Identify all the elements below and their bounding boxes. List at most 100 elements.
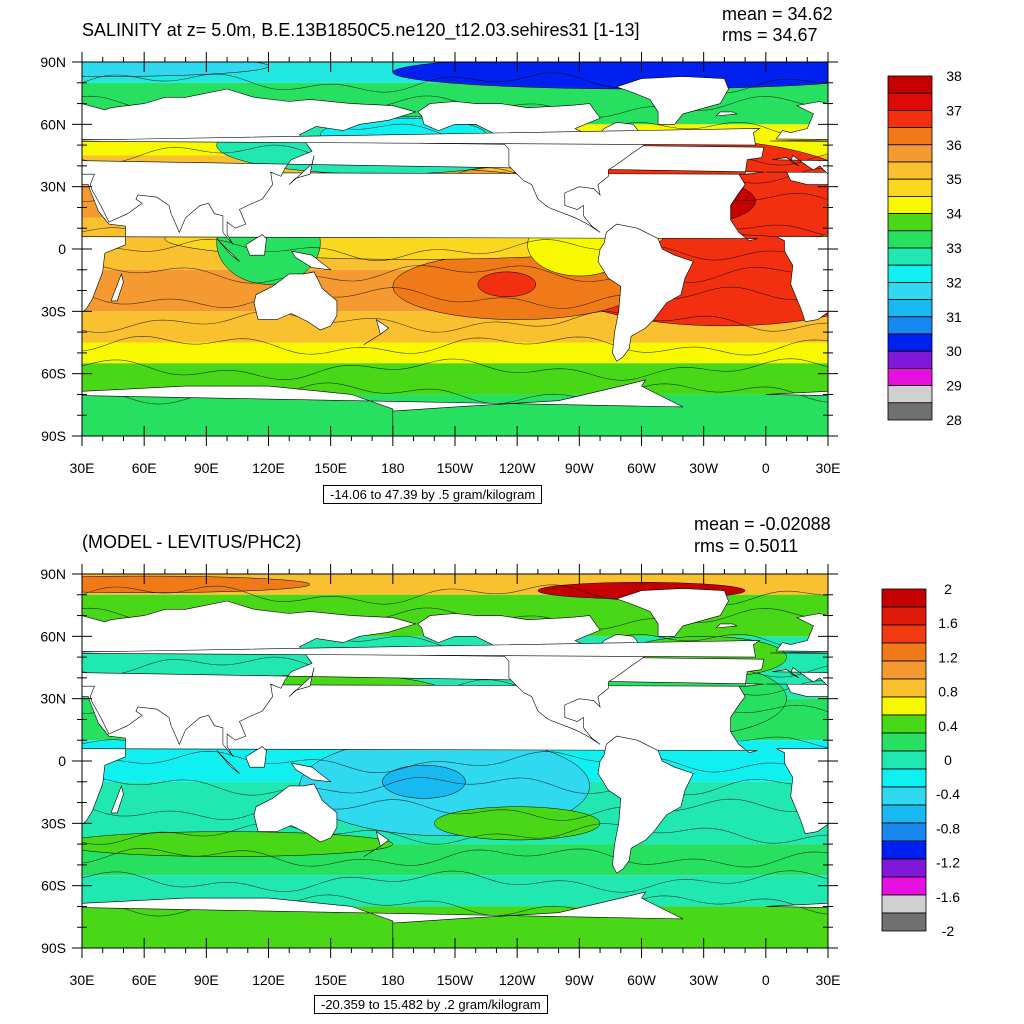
colorbar-label: 28	[946, 412, 962, 428]
land-mass	[765, 391, 828, 396]
land-mass	[245, 746, 267, 768]
colorbar-swatch	[887, 367, 933, 386]
longitude-label: 90E	[194, 972, 219, 988]
contour-range-label: -14.06 to 47.39 by .5 gram/kilogram	[323, 485, 543, 504]
longitude-label: 30E	[816, 460, 841, 476]
colorbar-swatch	[887, 299, 933, 318]
longitude-label: 0	[762, 972, 770, 988]
latitude-label: 60S	[41, 878, 66, 894]
contour-line	[82, 775, 828, 796]
contour-line	[82, 238, 828, 261]
colorbar-swatch	[887, 264, 933, 283]
colorbar-swatch	[887, 195, 933, 214]
colorbar: 38 37 36 35 34 33 32 31 30 29 28	[887, 68, 962, 428]
latitude-label: 30N	[40, 691, 66, 707]
land-mass	[597, 223, 694, 362]
colorbar-swatch	[887, 213, 933, 232]
land-mass	[82, 379, 684, 436]
land-mass	[290, 250, 332, 271]
latitude-label: 60N	[40, 628, 66, 644]
land-mass	[417, 613, 651, 745]
land-mass	[765, 903, 828, 908]
land-mass	[715, 111, 738, 117]
contour-feature	[382, 764, 466, 799]
contour-line	[82, 358, 828, 381]
colorbar-swatch	[881, 642, 927, 662]
colorbar-swatch	[887, 402, 933, 421]
land-mass	[82, 891, 684, 948]
colorbar: 2 1.6 1.2 0.8 0.4 0 -0.4 -0.8 -1.2 -1.6 -2	[881, 581, 960, 939]
colorbar-swatch	[881, 732, 927, 752]
land-mass	[769, 139, 828, 142]
colorbar-swatch	[881, 678, 927, 698]
colorbar-label: 1.2	[938, 649, 958, 665]
colorbar-swatch	[881, 696, 927, 716]
colorbar-label: -1.2	[936, 855, 960, 871]
colorbar-swatch	[887, 385, 933, 404]
land-mass	[288, 155, 315, 185]
colorbar-label: 30	[946, 343, 962, 359]
latitude-label: 90S	[41, 428, 66, 444]
ocean-field	[0, 574, 828, 948]
longitude-label: 150W	[437, 972, 474, 988]
contour-line	[82, 310, 828, 333]
colorbar-swatch	[881, 660, 927, 680]
colorbar-label: 36	[946, 137, 962, 153]
colorbar-label: 1.6	[938, 615, 958, 631]
colorbar-label: 33	[946, 240, 962, 256]
colorbar-swatch	[881, 840, 927, 860]
mean-stat: mean = -0.02088	[694, 514, 831, 534]
longitude-label: 30E	[70, 460, 95, 476]
land-mass	[615, 588, 729, 637]
land-mass	[110, 272, 124, 302]
colorbar-swatch	[887, 161, 933, 180]
longitude-label: 150E	[314, 460, 347, 476]
land-mass	[290, 762, 332, 783]
contour-line	[82, 847, 828, 868]
land-mass	[963, 239, 986, 262]
longitude-label: 120W	[499, 972, 536, 988]
contour-feature	[434, 806, 601, 841]
colorbar-label: 34	[946, 206, 962, 222]
land-mass	[0, 89, 18, 245]
longitude-label: 150W	[437, 460, 474, 476]
land-mass	[82, 600, 765, 757]
contour-line	[82, 798, 828, 821]
longitude-label: 30W	[689, 460, 719, 476]
colorbar-swatch	[881, 714, 927, 734]
map-title: (MODEL - LEVITUS/PHC2)	[82, 532, 302, 552]
longitude-label: 30E	[70, 972, 95, 988]
contour-feature	[82, 831, 394, 857]
land-mass	[0, 129, 14, 146]
colorbar-label: 0.4	[938, 718, 958, 734]
land-mass	[715, 623, 738, 629]
colorbar-label: 35	[946, 171, 962, 187]
contour-line	[82, 286, 828, 309]
colorbar-swatch	[887, 247, 933, 266]
colorbar-label: -1.6	[936, 889, 960, 905]
longitude-label: 90W	[565, 972, 595, 988]
colorbar-swatch	[887, 178, 933, 197]
latitude-label: 0	[58, 241, 66, 257]
colorbar-swatch	[881, 768, 927, 788]
colorbar-swatch	[881, 588, 927, 608]
contour-line	[82, 822, 828, 845]
land-mass	[765, 683, 828, 835]
land-mass	[0, 172, 12, 322]
longitude-label: 60W	[627, 972, 657, 988]
land-mass	[0, 601, 18, 757]
colorbar-label: 37	[946, 102, 962, 118]
colorbar-swatch	[881, 606, 927, 626]
colorbar-swatch	[887, 333, 933, 352]
longitude-label: 60W	[627, 460, 657, 476]
longitude-label: 180	[381, 972, 405, 988]
land-mass	[0, 641, 14, 658]
longitude-label: 30W	[689, 972, 719, 988]
salinity-map-panel: SALINITY at z= 5.0m, B.E.13B1850C5.ne120…	[0, 4, 986, 504]
land-mass	[772, 101, 828, 175]
colorbar-swatch	[887, 230, 933, 249]
land-mass	[597, 735, 694, 874]
longitude-label: 180	[381, 460, 405, 476]
land-mass	[110, 784, 124, 814]
colorbar-swatch	[881, 750, 927, 770]
